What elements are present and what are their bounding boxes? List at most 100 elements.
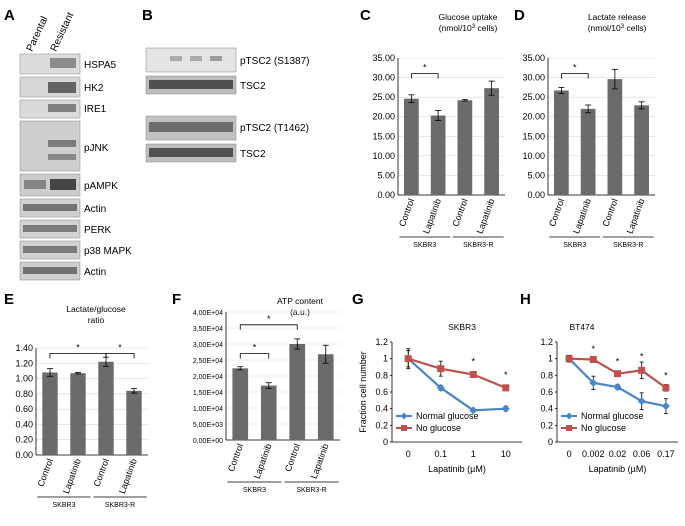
chart-title-line-2: ratio (88, 315, 105, 325)
significance-bracket (239, 353, 270, 359)
y-tick-label: 0.2 (540, 420, 553, 430)
y-tick-label: 20.00 (522, 112, 545, 122)
point-marker (501, 404, 510, 413)
bar-3 (317, 354, 334, 440)
y-axis-label: Fraction cell number (358, 351, 368, 433)
x-tick-label: 0.002 (582, 449, 605, 459)
category-label: Lapatinib (625, 197, 647, 235)
category-label: Control (547, 197, 566, 228)
y-tick-label: 2,00E+04 (193, 374, 223, 381)
y-tick-label: 35.00 (522, 53, 545, 63)
point-marker (637, 397, 646, 406)
bar-1 (260, 385, 277, 440)
bar-0 (232, 368, 249, 440)
band-mark (48, 104, 76, 112)
band-label-actin-2: Actin (84, 267, 106, 278)
bar-1 (430, 115, 446, 195)
y-tick-label: 1.2 (375, 337, 388, 347)
bar-2 (457, 100, 473, 195)
category-label: Lapatinib (252, 442, 274, 480)
category-label: Lapatinib (421, 197, 443, 235)
y-tick-label: 35.00 (372, 53, 395, 63)
y-tick-label: 0.4 (375, 404, 388, 414)
group-label: SKBR3 (243, 487, 266, 494)
significance-mark: * (76, 342, 80, 352)
y-tick-label: 0.8 (540, 370, 553, 380)
y-tick-label: 1 (383, 354, 388, 364)
x-tick-label: 0.1 (434, 449, 447, 459)
band-label-tsc2-1: TSC2 (240, 81, 266, 92)
significance-mark: * (267, 314, 271, 324)
y-tick-label: 0.20 (15, 435, 33, 445)
y-tick-label: 2,50E+04 (193, 358, 223, 365)
panel-label-b: B (142, 7, 153, 24)
y-tick-label: 10.00 (522, 151, 545, 161)
y-tick-label: 20.00 (372, 112, 395, 122)
legend-marker (565, 412, 573, 420)
band-mark (149, 122, 233, 132)
y-tick-label: 0.4 (540, 404, 553, 414)
legend-label: Normal glucose (581, 411, 644, 421)
chart-g: SKBR3 0 0.2 0.4 0.6 0.8 1 1.2 Fraction cell numb… (358, 322, 522, 474)
chart-title-part: (nmol/10 (588, 23, 621, 33)
bar-0 (42, 372, 58, 455)
y-tick-label: 0.8 (375, 370, 388, 380)
category-label: Control (450, 197, 469, 228)
y-tick-label: 3,50E+04 (193, 326, 223, 333)
point-marker (436, 383, 445, 392)
chart-title: SKBR3 (448, 322, 476, 332)
y-tick-label: 30.00 (372, 73, 395, 83)
significance-bracket (239, 324, 298, 330)
y-tick-label: 25.00 (372, 92, 395, 102)
bar-3 (484, 88, 499, 195)
point-marker (662, 384, 670, 392)
y-tick-label: 0.00 (377, 190, 395, 200)
category-label: Control (36, 457, 55, 488)
band-label-pjnk: pJNK (84, 143, 109, 154)
significance-mark: * (471, 357, 475, 367)
point-marker (613, 383, 622, 391)
y-tick-label: 1.40 (15, 343, 33, 353)
series-line-0 (407, 357, 506, 412)
category-label: Lapatinib (117, 457, 139, 495)
x-tick-label: 0.06 (633, 449, 651, 459)
category-label: Lapatinib (309, 442, 331, 480)
legend-marker (400, 412, 408, 420)
band-mark (170, 56, 182, 61)
panel-label-h: H (520, 291, 531, 308)
significance-mark: * (640, 352, 644, 362)
chart-title-line-2: (nmol/103 cells) (588, 23, 647, 33)
x-tick-label: 1 (471, 449, 476, 459)
chart-title-superscript: 3 (472, 24, 476, 30)
x-tick-label: 0 (567, 449, 572, 459)
chart-title-line-2: (nmol/103 cells) (439, 23, 498, 33)
y-tick-label: 1.00 (15, 374, 33, 384)
band-mark (149, 80, 233, 89)
panel-label-e: E (4, 291, 14, 308)
panel-label-d: D (514, 7, 525, 24)
chart-title-part: cells) (475, 23, 497, 33)
significance-mark: * (592, 344, 596, 354)
bar-2 (289, 344, 306, 440)
charts-container: Glucose uptake(nmol/103 cells)0.005.0010… (15, 12, 678, 509)
legend-label: No glucose (416, 423, 461, 433)
point-marker (614, 370, 621, 378)
category-label: Control (397, 197, 416, 228)
x-axis-label: Lapatinib (µM) (589, 464, 647, 474)
chart-title-line-1: Lactate/glucose (66, 304, 126, 314)
group-label: SKBR3-R (296, 487, 326, 494)
band-mark (48, 154, 76, 160)
chart-title-line-1: Lactate release (588, 12, 646, 22)
x-tick-label: 0.17 (657, 449, 675, 459)
bar-2 (98, 361, 114, 455)
y-tick-label: 0.00 (527, 190, 545, 200)
point-marker (469, 371, 477, 378)
legend-label: No glucose (581, 423, 626, 433)
point-marker (469, 406, 478, 415)
point-marker (661, 402, 670, 411)
point-marker (404, 355, 412, 363)
y-tick-label: 1.20 (15, 358, 33, 368)
y-tick-label: 1,00E+04 (193, 406, 223, 413)
